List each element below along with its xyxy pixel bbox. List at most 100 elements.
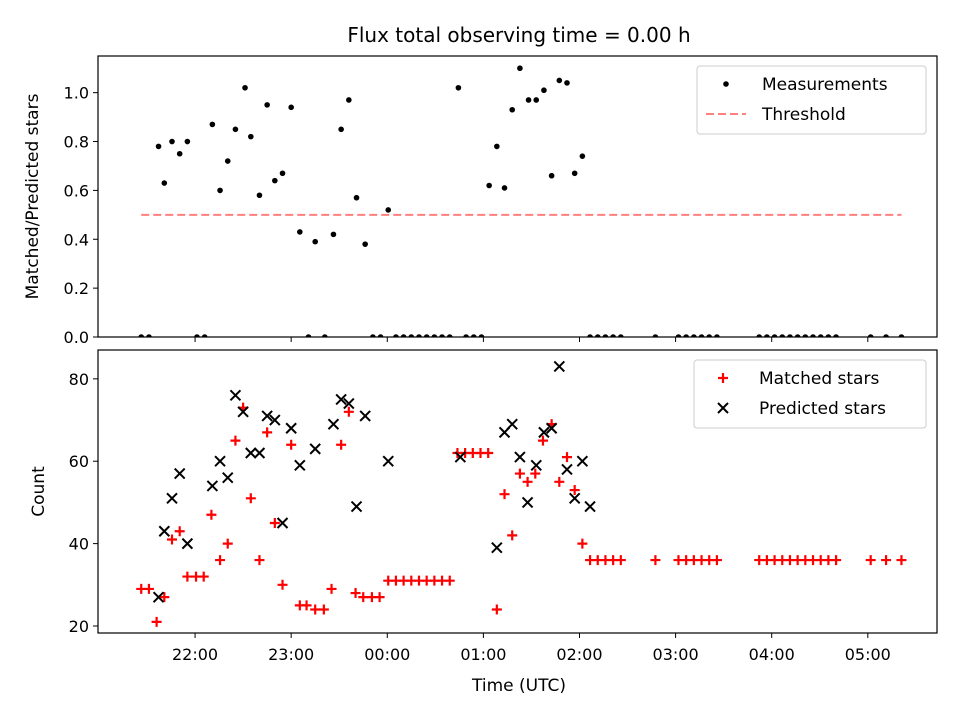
measurement-point bbox=[242, 84, 248, 91]
x-tick-label: 05:00 bbox=[845, 645, 891, 664]
matched-star-point bbox=[230, 435, 241, 446]
measurement-point bbox=[338, 126, 344, 133]
measurement-point bbox=[346, 97, 352, 103]
matched-star-point bbox=[326, 583, 337, 594]
matched-star-point bbox=[483, 447, 494, 458]
predicted-star-point bbox=[214, 455, 226, 467]
measurement-point bbox=[138, 334, 145, 337]
measurement-point bbox=[248, 133, 254, 140]
measurement-point bbox=[825, 334, 832, 337]
matched-star-point bbox=[831, 555, 842, 566]
matched-star-point bbox=[530, 468, 541, 479]
predicted-star-point bbox=[491, 542, 503, 554]
x-tick-label: 02:00 bbox=[556, 645, 602, 664]
matched-star-point bbox=[537, 435, 548, 446]
y-tick-label: 0.2 bbox=[64, 279, 89, 298]
measurement-point bbox=[194, 334, 200, 337]
matched-star-point bbox=[499, 489, 510, 500]
measurement-point bbox=[330, 231, 337, 238]
matched-star-point bbox=[254, 555, 265, 566]
measurement-point bbox=[817, 334, 824, 337]
matched-star-point bbox=[215, 555, 226, 566]
predicted-star-point bbox=[237, 406, 249, 418]
x-tick-label: 22:00 bbox=[172, 645, 218, 664]
y-tick-label: 0.8 bbox=[64, 133, 89, 152]
y-tick-label: 80 bbox=[69, 370, 89, 389]
predicted-star-point bbox=[152, 591, 165, 603]
legend: Measurements Threshold bbox=[696, 65, 927, 135]
matched-star-point bbox=[262, 427, 273, 438]
measurement-point bbox=[683, 334, 689, 337]
measurement-point bbox=[525, 97, 532, 103]
measurement-point bbox=[810, 334, 816, 337]
predicted-star-point bbox=[561, 463, 573, 476]
matched-star-point bbox=[374, 592, 385, 603]
matched-star-point bbox=[167, 534, 178, 545]
matched-star-point bbox=[561, 452, 572, 463]
y-axis-label: Count bbox=[29, 466, 49, 517]
matched-star-point bbox=[143, 583, 154, 594]
predicted-star-point bbox=[335, 393, 347, 406]
predicted-star-point bbox=[530, 459, 542, 472]
matched-star-point bbox=[301, 600, 312, 611]
matched-star-point bbox=[286, 439, 297, 450]
matched-star-point bbox=[615, 555, 626, 566]
matched-star-point bbox=[310, 604, 321, 615]
measurement-point bbox=[470, 334, 477, 337]
measurement-point bbox=[771, 334, 778, 337]
measurement-point bbox=[272, 177, 278, 184]
measurement-point bbox=[794, 334, 801, 337]
y-tick-label: 1.0 bbox=[64, 84, 89, 103]
predicted-star-point bbox=[576, 455, 589, 467]
measurement-point bbox=[393, 334, 399, 337]
predicted-star-point bbox=[166, 492, 178, 505]
matched-star-point bbox=[491, 604, 502, 615]
predicted-star-point bbox=[261, 410, 273, 422]
x-tick-label: 01:00 bbox=[460, 645, 506, 664]
legend-label: Predicted stars bbox=[759, 399, 886, 419]
predicted-star-point bbox=[545, 422, 558, 434]
predicted-star-point bbox=[294, 459, 306, 472]
predicted-star-point bbox=[514, 451, 526, 463]
predicted-star-point bbox=[584, 500, 596, 513]
predicted-star-point bbox=[181, 537, 194, 550]
matched-star-point bbox=[343, 406, 354, 417]
data-layer bbox=[136, 360, 907, 627]
predicted-star-point bbox=[568, 492, 581, 505]
measurement-point bbox=[362, 241, 368, 247]
measurement-point bbox=[764, 334, 770, 337]
measurement-point bbox=[209, 121, 216, 128]
predicted-star-point bbox=[382, 455, 394, 467]
legend-predicted-swatch bbox=[717, 402, 729, 414]
matched-star-point bbox=[151, 616, 162, 627]
measurement-point bbox=[400, 334, 407, 337]
measurement-point bbox=[898, 334, 905, 337]
measurement-point bbox=[377, 334, 384, 337]
measurement-point bbox=[455, 84, 462, 91]
matched-star-point bbox=[336, 439, 347, 450]
measurement-point bbox=[463, 334, 469, 337]
legend-label: Measurements bbox=[762, 75, 888, 95]
measurement-point bbox=[883, 334, 889, 337]
measurement-point bbox=[587, 334, 593, 337]
predicted-star-point bbox=[309, 443, 321, 455]
measurement-point bbox=[176, 150, 183, 157]
measurement-point bbox=[439, 334, 445, 337]
measurement-point bbox=[232, 126, 239, 133]
measurement-point bbox=[509, 106, 516, 113]
measurement-point bbox=[305, 334, 312, 337]
measurement-point bbox=[353, 194, 360, 201]
measurement-point bbox=[297, 229, 303, 235]
matched-star-point bbox=[507, 530, 518, 541]
predicted-star-point bbox=[521, 496, 534, 509]
measurement-point bbox=[556, 77, 563, 84]
y-axis-label: Matched/Predicted stars bbox=[23, 93, 43, 299]
measurement-point bbox=[146, 334, 152, 337]
matched-star-point bbox=[198, 571, 209, 582]
plot-frame bbox=[97, 55, 938, 338]
predicted-star-point bbox=[343, 397, 355, 410]
legend-measurement-swatch bbox=[723, 81, 729, 87]
x-tick-label: 23:00 bbox=[268, 645, 314, 664]
predicted-star-point bbox=[553, 360, 566, 373]
matched-star-point bbox=[318, 604, 329, 615]
